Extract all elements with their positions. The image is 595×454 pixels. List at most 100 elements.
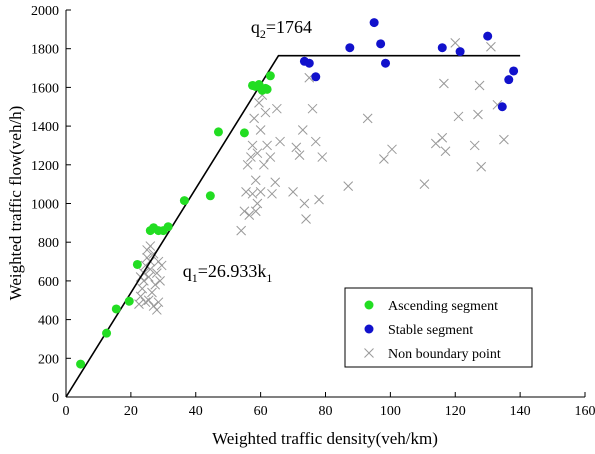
- non-boundary-point: [242, 159, 253, 170]
- model-line: [65, 54, 521, 398]
- non-boundary-point: [236, 225, 247, 236]
- ascending-point: [265, 71, 275, 81]
- non-boundary-point: [291, 142, 302, 153]
- non-boundary-point: [153, 297, 164, 308]
- non-boundary-point: [270, 177, 281, 188]
- ascending-point: [163, 222, 173, 232]
- stable-point: [497, 102, 507, 112]
- non-boundary-point: [260, 107, 271, 118]
- non-boundary-point: [250, 175, 261, 186]
- non-boundary-point: [450, 38, 461, 48]
- stable-point: [381, 58, 391, 68]
- stable-point: [376, 39, 386, 49]
- ascending-point: [124, 296, 134, 306]
- non-boundary-point: [150, 279, 161, 290]
- non-boundary-point: [310, 136, 321, 147]
- non-boundary-point: [239, 206, 250, 217]
- non-boundary-point: [134, 299, 144, 309]
- legend-marker-ascending: [364, 300, 374, 310]
- ascending-point: [111, 304, 121, 314]
- x-tick-label: 100: [380, 404, 401, 419]
- non-boundary-point: [440, 146, 451, 157]
- stable-point: [304, 58, 314, 68]
- annotation-2: q2=1764: [251, 17, 312, 41]
- non-boundary-point: [254, 98, 264, 108]
- stable-point: [311, 72, 321, 82]
- legend-marker-stable: [364, 324, 374, 334]
- non-boundary-point: [147, 287, 157, 298]
- non-boundary-point: [473, 109, 483, 120]
- non-boundary-point: [252, 148, 263, 159]
- non-boundary-point: [437, 132, 448, 143]
- stable-point: [509, 66, 519, 76]
- non-boundary-point: [275, 136, 285, 147]
- stable-point: [369, 18, 379, 28]
- non-boundary-point: [143, 295, 154, 306]
- x-tick-label: 140: [510, 404, 531, 419]
- non-boundary-point: [151, 268, 162, 279]
- non-boundary-point: [247, 140, 258, 151]
- y-tick-label: 0: [52, 391, 59, 406]
- x-tick-label: 60: [254, 404, 268, 419]
- series-stable: [299, 18, 519, 112]
- annotations-layer: q1=26.933k1 q2=1764: [183, 17, 312, 285]
- y-tick-label: 800: [38, 236, 59, 251]
- non-boundary-point: [155, 276, 165, 286]
- x-tick-label: 40: [189, 404, 203, 419]
- x-tick-label: 0: [63, 404, 70, 419]
- non-boundary-point: [343, 181, 354, 191]
- ascending-point: [213, 127, 223, 137]
- non-boundary-point: [297, 125, 308, 135]
- x-tick-label: 20: [124, 404, 138, 419]
- ascending-point: [262, 84, 272, 94]
- non-boundary-point: [387, 144, 397, 155]
- non-boundary-point: [271, 103, 282, 114]
- non-boundary-point: [267, 188, 277, 199]
- non-boundary-point: [246, 152, 256, 162]
- non-boundary-point: [439, 78, 449, 89]
- y-tick-label: 1200: [31, 159, 59, 174]
- legend: Ascending segment Stable segment Non bou…: [344, 287, 533, 368]
- legend-label-stable: Stable segment: [388, 323, 473, 338]
- non-boundary-point: [307, 103, 318, 114]
- y-tick-label: 1400: [31, 120, 59, 135]
- stable-point: [504, 75, 514, 85]
- ascending-point: [76, 359, 86, 369]
- non-boundary-point: [241, 187, 251, 197]
- legend-box: [344, 287, 533, 368]
- stable-point: [483, 31, 493, 41]
- ascending-point: [102, 328, 112, 338]
- non-boundary-point: [145, 241, 156, 251]
- ascending-point: [179, 196, 189, 206]
- non-boundary-point: [299, 198, 310, 209]
- non-boundary-point: [469, 140, 480, 151]
- y-axis-label: Weighted traffic flow(veh/h): [6, 106, 25, 301]
- ascending-point: [132, 259, 142, 269]
- non-boundary-point: [474, 80, 485, 91]
- non-boundary-point: [301, 214, 311, 224]
- legend-label-ascending: Ascending segment: [388, 299, 498, 314]
- non-boundary-point: [137, 283, 148, 294]
- x-tick-label: 160: [575, 404, 595, 419]
- non-boundary-point: [453, 111, 464, 122]
- y-tick-label: 200: [38, 352, 59, 367]
- non-boundary-point: [317, 152, 328, 162]
- non-boundary-point: [140, 297, 151, 308]
- non-boundary-point: [476, 161, 487, 172]
- ascending-point: [205, 191, 215, 201]
- stable-point: [455, 47, 465, 57]
- non-boundary-point: [486, 41, 496, 52]
- legend-marker-non-boundary: [364, 348, 374, 358]
- x-tick-label: 80: [319, 404, 333, 419]
- y-tick-label: 2000: [31, 4, 59, 19]
- non-boundary-point: [379, 154, 389, 164]
- non-boundary-point: [265, 152, 276, 162]
- y-tick-label: 600: [38, 275, 59, 290]
- non-boundary-point: [255, 187, 266, 197]
- non-boundary-point: [135, 291, 146, 302]
- legend-label-non-boundary: Non boundary point: [388, 347, 501, 362]
- series-ascending: [76, 71, 275, 369]
- non-boundary-point: [314, 194, 324, 205]
- non-boundary-point: [143, 272, 154, 282]
